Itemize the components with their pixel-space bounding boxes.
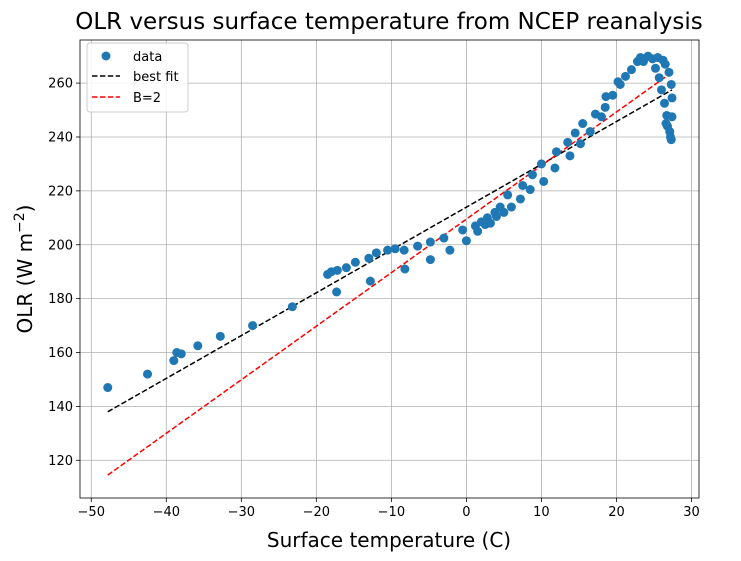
- axis-ticks: −50 −40 −30 −20 −10 0 10 20 30 120 140 160 180 200 220…: [48, 77, 700, 520]
- data-point: [215, 331, 225, 341]
- y-tick-label: 260: [48, 77, 73, 92]
- x-tick-label: −30: [228, 505, 255, 520]
- data-point: [596, 112, 606, 122]
- data-point: [615, 79, 625, 89]
- b2-line: [107, 71, 673, 476]
- y-tick-label: 240: [48, 130, 73, 145]
- data-point: [585, 127, 595, 137]
- data-point: [667, 112, 677, 122]
- data-point: [654, 73, 664, 83]
- data-point: [371, 248, 381, 258]
- y-axis-label: OLR (W m−2): [12, 204, 37, 333]
- data-point: [601, 92, 611, 102]
- x-tick-label: −50: [78, 505, 105, 520]
- legend-data-marker: [101, 51, 111, 61]
- plot-frame: [79, 39, 700, 499]
- data-point: [550, 163, 560, 173]
- y-tick-label: 140: [48, 400, 73, 415]
- data-point: [193, 341, 203, 351]
- y-tick-label: 120: [48, 454, 73, 469]
- x-tick-label: 20: [608, 505, 625, 520]
- data-point: [491, 211, 501, 221]
- data-point: [518, 180, 528, 190]
- data-point: [350, 257, 360, 267]
- data-point: [515, 194, 525, 204]
- data-point: [506, 202, 516, 212]
- data-point: [445, 245, 455, 255]
- data-point: [332, 287, 342, 297]
- data-point: [425, 255, 435, 265]
- legend-best-fit-label: best fit: [133, 70, 179, 85]
- data-point: [650, 63, 660, 73]
- data-point: [527, 170, 537, 180]
- legend: data best fit B=2: [86, 42, 189, 113]
- data-point: [390, 244, 400, 254]
- data-point: [667, 93, 677, 103]
- x-tick-label: 10: [533, 505, 550, 520]
- data-point: [399, 245, 409, 255]
- data-point: [503, 190, 513, 200]
- data-point: [570, 128, 580, 138]
- y-tick-label: 160: [48, 346, 73, 361]
- data-point: [332, 265, 342, 275]
- legend-box: [86, 42, 189, 113]
- x-tick-label: −20: [303, 505, 330, 520]
- y-tick-label: 200: [48, 238, 73, 253]
- legend-b2-label: B=2: [133, 91, 161, 106]
- data-point: [425, 237, 435, 247]
- data-point: [620, 71, 630, 81]
- chart-title: OLR versus surface temperature from NCEP…: [75, 9, 703, 35]
- data-point: [578, 119, 588, 129]
- data-point: [608, 90, 618, 100]
- y-tick-label: 220: [48, 184, 73, 199]
- data-point: [563, 137, 573, 147]
- y-tick-label: 180: [48, 292, 73, 307]
- data-point: [439, 233, 449, 243]
- data-point: [341, 263, 351, 273]
- data-point: [664, 67, 674, 77]
- data-point: [176, 349, 186, 359]
- data-point: [656, 85, 666, 95]
- data-point: [666, 79, 676, 89]
- x-tick-label: −10: [378, 505, 405, 520]
- data-point: [565, 151, 575, 161]
- data-point: [660, 59, 670, 69]
- data-point: [600, 102, 610, 112]
- x-tick-label: −40: [153, 505, 180, 520]
- data-point: [551, 147, 561, 157]
- data-point: [248, 321, 258, 331]
- data-point: [525, 185, 535, 195]
- x-axis-label: Surface temperature (C): [267, 528, 511, 552]
- data-point: [458, 225, 468, 235]
- x-tick-label: 30: [683, 505, 700, 520]
- data-point: [103, 383, 113, 393]
- data-point: [413, 241, 423, 251]
- data-point: [365, 276, 375, 286]
- data-point: [626, 65, 636, 75]
- data-point: [575, 139, 585, 149]
- data-point: [473, 226, 483, 236]
- data-point: [485, 218, 495, 228]
- data-point: [461, 236, 471, 246]
- x-tick-label: 0: [462, 505, 470, 520]
- data-point: [287, 302, 297, 312]
- data-point: [400, 264, 410, 274]
- data-point: [143, 369, 153, 379]
- legend-data-label: data: [133, 50, 162, 65]
- data-point: [499, 207, 509, 217]
- data-point: [659, 98, 669, 108]
- data-point: [383, 245, 393, 255]
- data-point: [536, 159, 546, 169]
- data-point: [539, 176, 549, 186]
- data-point: [169, 356, 179, 366]
- data-point: [364, 253, 374, 263]
- plot-series: [103, 51, 677, 476]
- data-point: [666, 135, 676, 145]
